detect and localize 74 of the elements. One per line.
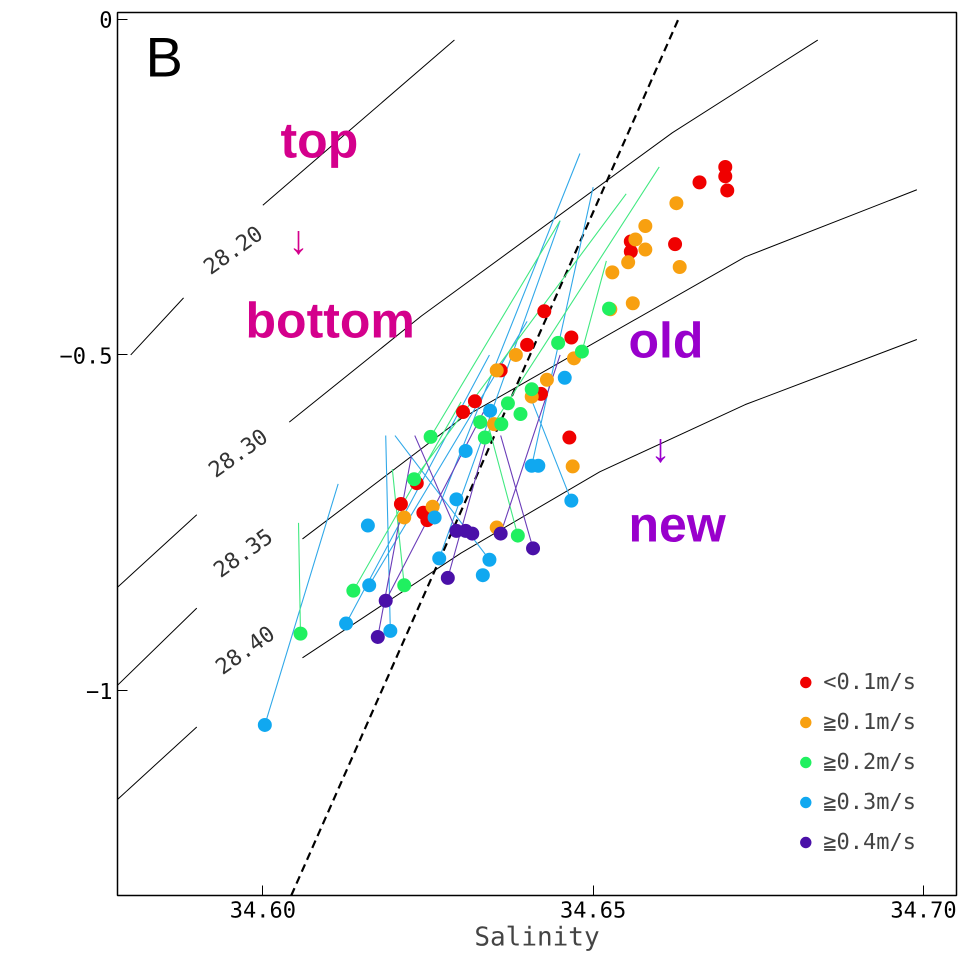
point [628, 232, 642, 246]
x-tick-label: 34.65 [560, 898, 626, 924]
legend-label: ≧0.4m/s [823, 830, 916, 854]
point [346, 584, 360, 598]
point [564, 330, 578, 344]
point [468, 394, 482, 408]
point [456, 405, 470, 420]
point [397, 578, 412, 592]
point [483, 404, 498, 418]
point [638, 219, 652, 234]
point [621, 255, 636, 270]
legend-label: ≧0.2m/s [823, 750, 916, 774]
point [397, 510, 412, 524]
legend-label: ≧0.1m/s [823, 710, 916, 734]
point [360, 518, 375, 532]
point [383, 624, 398, 638]
point [720, 183, 734, 198]
point [476, 568, 490, 582]
point [428, 510, 442, 524]
point [558, 370, 572, 385]
point [370, 630, 385, 644]
point [293, 626, 308, 641]
point [669, 196, 684, 210]
point [668, 237, 682, 252]
point [551, 336, 566, 350]
point [526, 541, 540, 556]
x-axis-title: Salinity [474, 922, 600, 952]
point [407, 472, 422, 486]
point [510, 528, 525, 543]
point [574, 344, 589, 359]
legend-label: <0.1m/s [823, 670, 916, 694]
point [605, 265, 620, 280]
point [626, 296, 640, 310]
point [432, 551, 446, 566]
point [378, 594, 393, 608]
point [672, 260, 687, 274]
point [524, 382, 539, 396]
point [513, 407, 528, 422]
point [394, 497, 408, 512]
point [258, 718, 272, 732]
annotation: new [628, 496, 726, 552]
point [339, 616, 354, 631]
point [540, 372, 554, 387]
point [494, 526, 508, 541]
point [458, 444, 473, 458]
y-tick-label: −1 [86, 680, 113, 706]
annotation: ↓ [288, 218, 308, 262]
point [564, 494, 578, 508]
annotation: bottom [246, 292, 415, 348]
point [440, 570, 455, 585]
point [490, 363, 504, 378]
y-tick-label: 0 [99, 8, 113, 34]
point [494, 417, 508, 432]
legend-label: ≧0.3m/s [823, 790, 916, 814]
point [465, 526, 480, 541]
point [449, 492, 464, 506]
point [537, 304, 552, 318]
point [478, 430, 492, 445]
point [566, 459, 580, 474]
annotation: old [628, 312, 704, 368]
x-tick-label: 34.60 [230, 898, 296, 924]
point [692, 175, 707, 190]
point [500, 396, 515, 410]
x-tick-label: 34.70 [890, 898, 957, 924]
point [508, 348, 523, 362]
point [424, 430, 438, 444]
point [362, 578, 376, 592]
annotation: B [146, 26, 183, 88]
point [638, 242, 652, 257]
y-tick-label: −0.5 [60, 344, 113, 370]
point [482, 552, 496, 567]
point [520, 338, 534, 352]
point [473, 415, 488, 430]
point [562, 430, 576, 445]
